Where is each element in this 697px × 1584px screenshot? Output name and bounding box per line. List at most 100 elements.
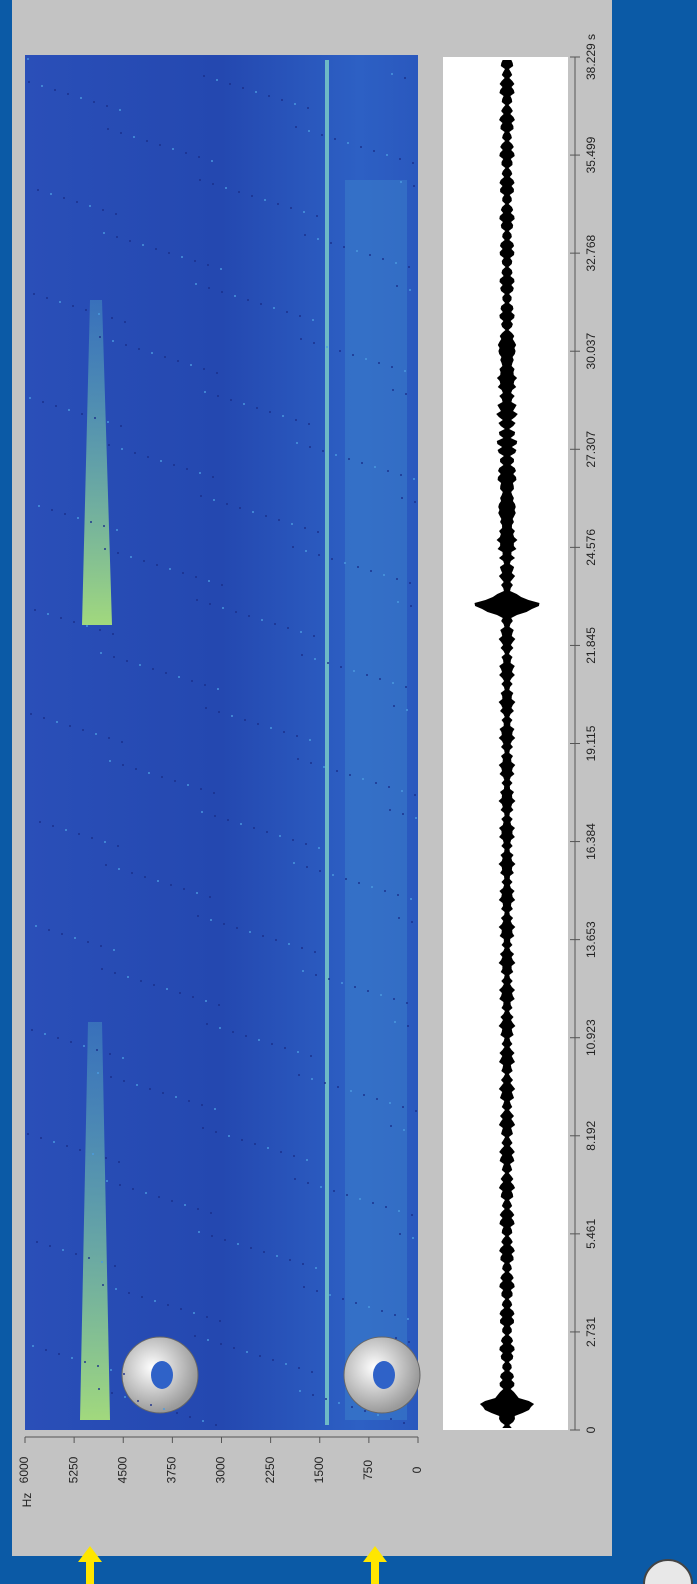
speckle — [297, 758, 299, 760]
speckle — [97, 1365, 99, 1367]
speckle — [47, 613, 49, 615]
speckle — [301, 654, 303, 656]
frequency-label: 0 — [410, 1466, 424, 1473]
speckle — [311, 1078, 313, 1080]
speckle — [133, 136, 135, 138]
speckle — [112, 340, 114, 342]
frequency-label: 3000 — [214, 1456, 228, 1483]
speckle — [116, 236, 118, 238]
speckle — [301, 947, 303, 949]
speckle — [214, 815, 216, 817]
speckle — [408, 266, 410, 268]
speckle — [221, 291, 223, 293]
speckle — [136, 1084, 138, 1086]
time-label: 19.115 — [584, 725, 598, 761]
speckle — [405, 686, 407, 688]
speckle — [400, 474, 402, 476]
speckle — [337, 1086, 339, 1088]
frequency-label: 3750 — [165, 1456, 179, 1483]
speckle — [98, 313, 100, 315]
speckle — [48, 929, 50, 931]
speckle — [191, 680, 193, 682]
speckle — [398, 917, 400, 919]
speckle — [355, 1302, 357, 1304]
speckle — [397, 894, 399, 896]
speckle — [193, 1312, 195, 1314]
speckle — [205, 707, 207, 709]
speckle — [157, 880, 159, 882]
speckle — [309, 446, 311, 448]
speckle — [120, 425, 122, 427]
speckle — [152, 668, 154, 670]
speckle — [76, 201, 78, 203]
speckle — [234, 295, 236, 297]
speckle — [200, 495, 202, 497]
speckle — [94, 417, 96, 419]
speckle — [80, 97, 82, 99]
speaker-cone[interactable] — [373, 1361, 395, 1389]
speckle — [386, 154, 388, 156]
speckle — [341, 982, 343, 984]
speckle — [197, 1208, 199, 1210]
speckle — [194, 260, 196, 262]
speaker-icon[interactable] — [344, 1337, 420, 1413]
speckle — [98, 1388, 100, 1390]
speckle — [64, 513, 66, 515]
speckle — [169, 568, 171, 570]
speckle — [228, 1135, 230, 1137]
speckle — [38, 505, 40, 507]
speckle — [135, 768, 137, 770]
speckle — [65, 829, 67, 831]
speckle — [282, 415, 284, 417]
speckle — [363, 1094, 365, 1096]
speckle — [388, 786, 390, 788]
speckle — [108, 737, 110, 739]
frequency-label: 750 — [361, 1460, 375, 1480]
speckle — [46, 297, 48, 299]
speckle — [172, 148, 174, 150]
speckle — [154, 1300, 156, 1302]
speckle — [242, 87, 244, 89]
speckle — [344, 562, 346, 564]
speckle — [43, 717, 45, 719]
speckle — [177, 360, 179, 362]
round-button[interactable] — [644, 1560, 692, 1584]
speckle — [300, 338, 302, 340]
speckle — [346, 1194, 348, 1196]
speckle — [104, 548, 106, 550]
speckle — [213, 792, 215, 794]
speckle — [347, 142, 349, 144]
speckle — [120, 132, 122, 134]
speckle — [219, 1320, 221, 1322]
speckle — [124, 1396, 126, 1398]
speckle — [308, 423, 310, 425]
speaker-cone[interactable] — [151, 1361, 173, 1389]
speckle — [238, 191, 240, 193]
speckle — [356, 250, 358, 252]
speckle — [86, 625, 88, 627]
speckle — [178, 676, 180, 678]
speckle — [312, 1394, 314, 1396]
speckle — [376, 1098, 378, 1100]
speckle — [411, 1214, 413, 1216]
speckle — [35, 925, 37, 927]
speckle — [377, 1414, 379, 1416]
speckle — [31, 1029, 33, 1031]
speckle — [383, 574, 385, 576]
speckle — [391, 366, 393, 368]
speckle — [201, 811, 203, 813]
tone-line — [325, 60, 329, 1425]
speckle — [68, 409, 70, 411]
speckle — [239, 507, 241, 509]
speckle — [318, 554, 320, 556]
speckle — [366, 674, 368, 676]
speckle — [264, 199, 266, 201]
speckle — [395, 1337, 397, 1339]
time-label: 13.653 — [584, 921, 598, 958]
speckle — [41, 85, 43, 87]
speckle — [345, 878, 347, 880]
speaker-icon[interactable] — [122, 1337, 198, 1413]
speckle — [36, 1241, 38, 1243]
speckle — [82, 729, 84, 731]
speckle — [153, 984, 155, 986]
